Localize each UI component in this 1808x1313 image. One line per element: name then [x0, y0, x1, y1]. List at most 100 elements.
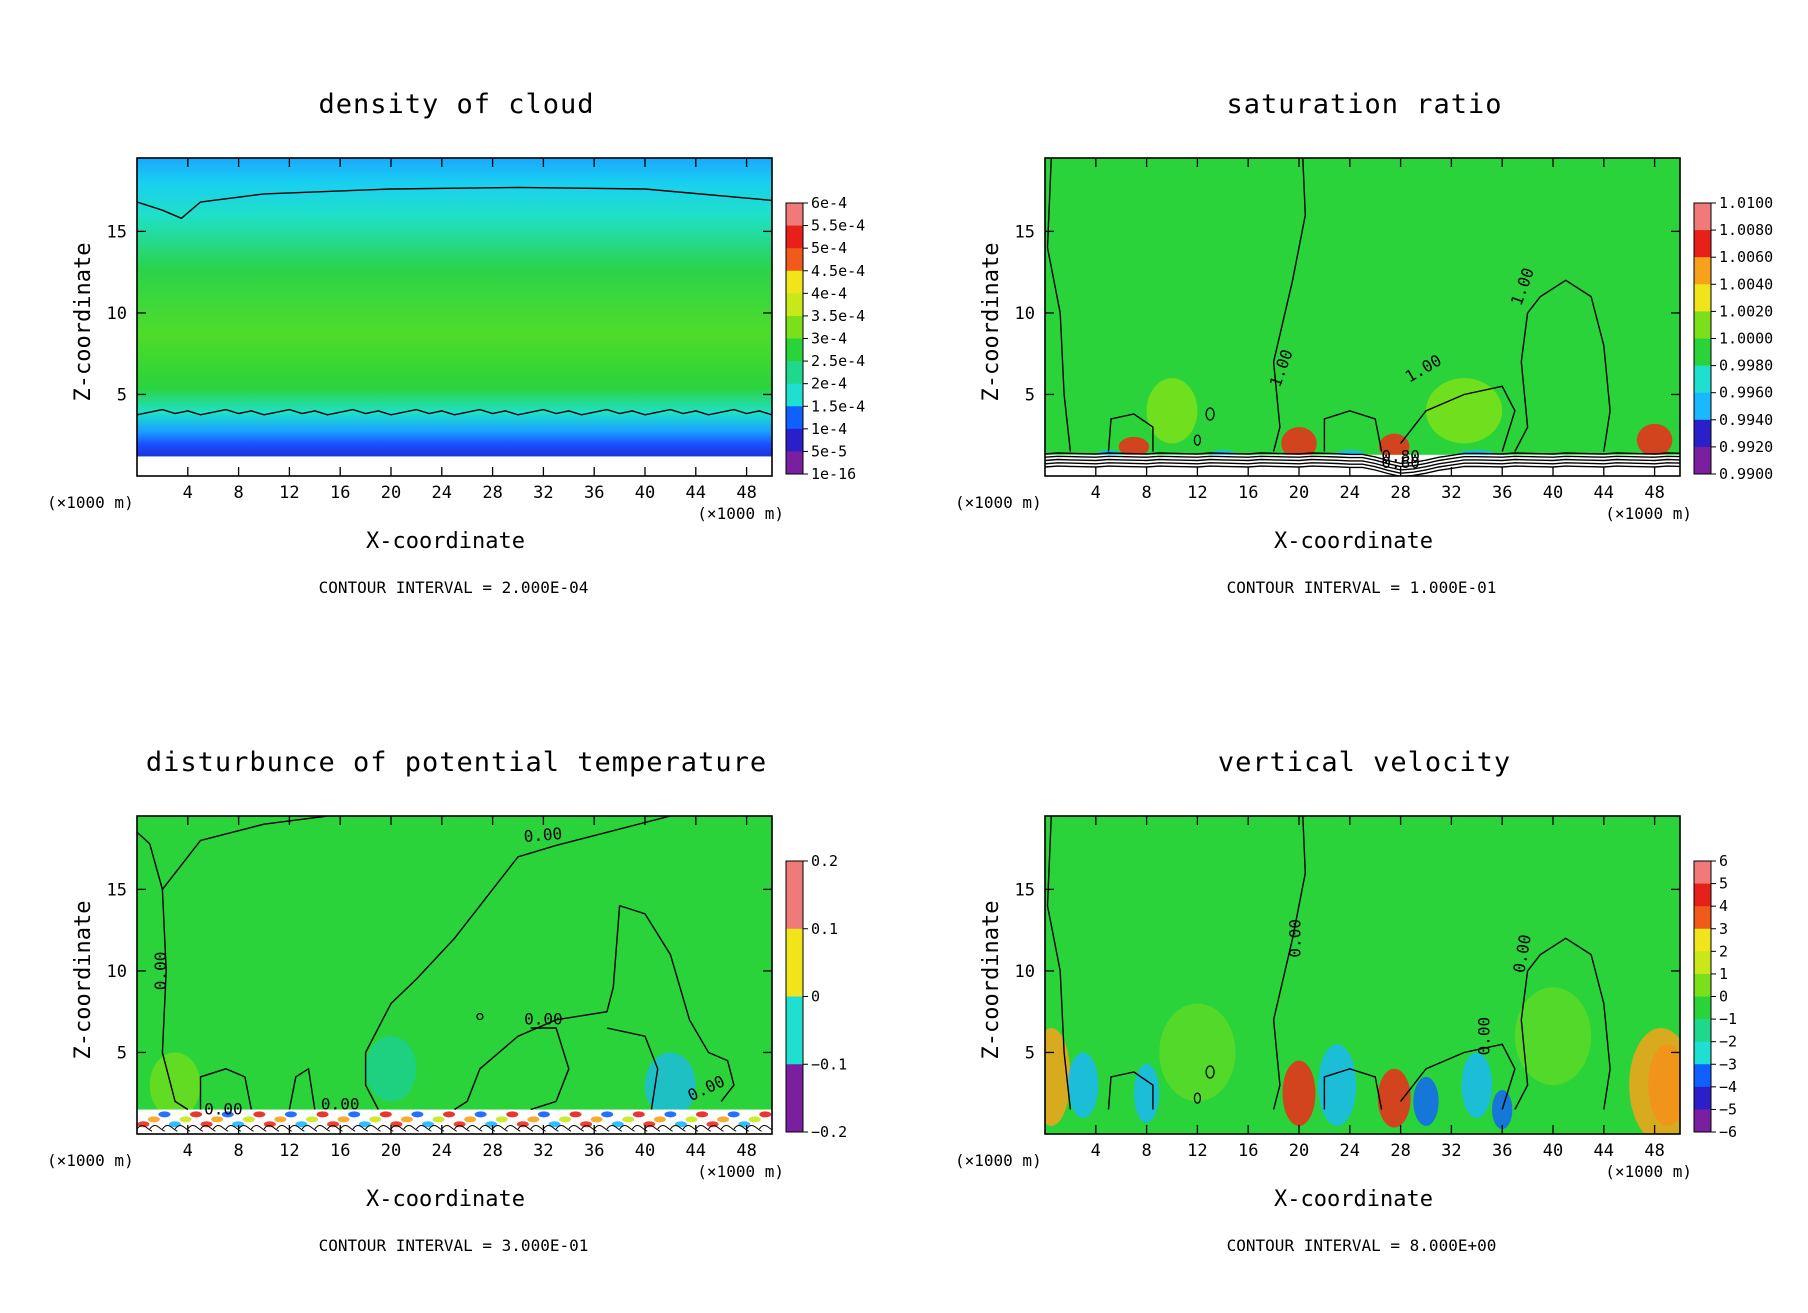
- contour-interval-note: CONTOUR INTERVAL = 3.000E-01: [319, 1236, 589, 1255]
- colorbar-segment: [786, 338, 803, 362]
- surface-cell: [685, 1116, 698, 1123]
- x-tick-label: 8: [1141, 483, 1151, 503]
- colorbar-segment: [1694, 951, 1711, 975]
- ground-contour: [1045, 455, 1680, 468]
- surface-contour: [593, 1125, 610, 1132]
- colorbar-segment: [1694, 906, 1711, 930]
- surface-cell: [211, 1116, 224, 1123]
- surface-contour: [263, 1125, 280, 1132]
- field-blob: [149, 1052, 201, 1118]
- surface-contour: [327, 1125, 343, 1132]
- surface-cell: [432, 1116, 445, 1123]
- contour-label: 0.00: [524, 1010, 563, 1029]
- colorbar-label: −5: [1719, 1100, 1737, 1118]
- surface-cell: [664, 1111, 677, 1118]
- surface-contour: [733, 1125, 749, 1132]
- x-tick-label: 24: [1340, 1141, 1360, 1161]
- surface-contour: [390, 1125, 407, 1132]
- surface-cell: [179, 1116, 192, 1123]
- chart-title: density of cloud: [318, 89, 594, 120]
- colorbar-segment: [786, 361, 803, 385]
- y-axis-title: Z-coordinate: [979, 243, 1004, 402]
- x-tick-label: 48: [1644, 1141, 1664, 1161]
- plot-frame: [136, 157, 773, 477]
- surface-cell: [443, 1111, 456, 1118]
- contour-line: [1527, 937, 1611, 1110]
- colorbar-segment: [1694, 392, 1711, 421]
- x-unit-label: (×1000 m): [955, 1151, 1042, 1170]
- surface-contour: [479, 1125, 495, 1132]
- surface-contour: [225, 1125, 241, 1132]
- contour-line: [1514, 312, 1529, 452]
- surface-contour: [441, 1125, 457, 1132]
- x-tick-label: 36: [1492, 1141, 1512, 1161]
- field-blob: [1379, 433, 1410, 460]
- field-blob: [1514, 987, 1592, 1086]
- colorbar-segment: [1694, 446, 1711, 475]
- colorbar-segment: [786, 383, 803, 407]
- contour-interval-note: CONTOUR INTERVAL = 2.000E-04: [319, 578, 589, 597]
- colorbar-label: −1: [1719, 1010, 1737, 1028]
- contour-line: [364, 1052, 379, 1110]
- surface-cell: [263, 1121, 276, 1128]
- surface-contour: [352, 1125, 368, 1132]
- surface-cell: [759, 1111, 772, 1118]
- surface-contour: [644, 1125, 661, 1132]
- surface-cell: [284, 1111, 297, 1118]
- x-tick-label: 20: [381, 1141, 401, 1161]
- ground-contour: [1045, 458, 1680, 471]
- surface-cell: [327, 1121, 340, 1128]
- surface-contour: [581, 1125, 597, 1132]
- colorbar-segment: [786, 451, 803, 475]
- colorbar-segment: [1694, 230, 1711, 258]
- field-blob: [1629, 1028, 1680, 1134]
- colorbar-segment: [786, 225, 803, 249]
- ground-strip: [137, 456, 772, 476]
- surface-cell: [717, 1116, 730, 1123]
- colorbar-label: 1.0020: [1719, 302, 1773, 320]
- colorbar-label: 0.9940: [1719, 411, 1773, 429]
- colorbar-label: −3: [1719, 1055, 1737, 1073]
- field-fill: [137, 158, 772, 476]
- surface-cell: [537, 1111, 550, 1118]
- surface-cell: [421, 1121, 434, 1128]
- surface-cell: [527, 1116, 540, 1123]
- x-tick-label: 32: [1441, 483, 1461, 503]
- x-tick-label: 4: [183, 483, 193, 503]
- surface-contour: [137, 1125, 153, 1132]
- colorbar-label: 0.2: [811, 852, 838, 870]
- y-unit-label: (×1000 m): [1605, 1162, 1692, 1181]
- colorbar-segment: [1694, 928, 1711, 952]
- colorbar-label: 1e-4: [811, 420, 847, 438]
- surface-cell: [390, 1121, 403, 1128]
- field-plot: [137, 816, 772, 1134]
- surface-contour: [174, 1125, 191, 1132]
- y-tick-label: 15: [107, 222, 127, 242]
- x-tick-label: 40: [1543, 483, 1563, 503]
- colorbar-segment: [1694, 1109, 1711, 1133]
- contour-line: [1527, 279, 1611, 452]
- x-tick-label: 32: [533, 1141, 553, 1161]
- contour-line: [1107, 413, 1154, 452]
- x-tick-label: 28: [482, 483, 502, 503]
- y-tick-label: 15: [107, 880, 127, 900]
- colorbar-label: 0: [811, 988, 820, 1006]
- x-tick-label: 20: [1289, 483, 1309, 503]
- x-tick-label: 4: [183, 1141, 193, 1161]
- surface-cell: [474, 1111, 487, 1118]
- contour-interval-note: CONTOUR INTERVAL = 1.000E-01: [1227, 578, 1497, 597]
- colorbar-segment: [1694, 1086, 1711, 1110]
- surface-contour: [200, 1125, 216, 1132]
- plot-frame: [1044, 157, 1681, 477]
- colorbar-label: 3: [1719, 920, 1728, 938]
- x-tick-label: 8: [1141, 1141, 1151, 1161]
- colorbar-segment: [1694, 1019, 1711, 1043]
- surface-cell: [411, 1111, 424, 1118]
- x-tick-label: 40: [635, 483, 655, 503]
- surface-contour: [568, 1125, 584, 1132]
- surface-contour: [631, 1125, 648, 1132]
- chart-panel-theta: disturbunce of potential temperature 0.00…: [47, 747, 847, 1255]
- chart-title: saturation ratio: [1226, 89, 1502, 120]
- colorbar-segment: [786, 928, 803, 997]
- field-blob: [1377, 1068, 1411, 1128]
